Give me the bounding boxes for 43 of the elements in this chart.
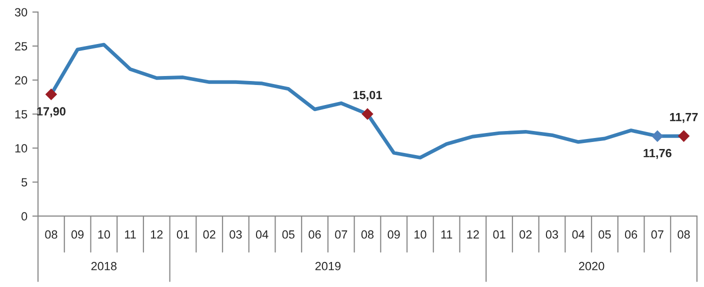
data-label: 17,90 bbox=[37, 107, 66, 118]
text: 2018 bbox=[91, 262, 117, 270]
x-tick-label: 05 bbox=[598, 230, 611, 239]
point bbox=[678, 130, 690, 142]
x-tick-label: 08 bbox=[678, 230, 690, 239]
y-tick-label: 25 bbox=[15, 42, 28, 50]
x-tick-label: 04 bbox=[572, 230, 585, 239]
x-tick-label: 11 bbox=[125, 230, 136, 239]
y-tick-label: 5 bbox=[22, 178, 28, 186]
x-tick-label: 07 bbox=[335, 230, 348, 239]
x-tick-label: 12 bbox=[467, 230, 479, 239]
y-tick-label: 15 bbox=[15, 110, 28, 118]
y-tick-label: 30 bbox=[14, 8, 28, 16]
x-tick-label: 03 bbox=[546, 230, 558, 239]
x-tick-label: 10 bbox=[414, 230, 426, 239]
point bbox=[652, 130, 664, 142]
y-tick-label: 10 bbox=[15, 144, 28, 152]
x-tick-label: 08 bbox=[361, 230, 374, 239]
x-tick-label: 04 bbox=[256, 230, 268, 239]
x-tick-label: 06 bbox=[624, 230, 638, 239]
x-tick-label: 09 bbox=[388, 230, 400, 239]
point bbox=[45, 88, 58, 100]
x-tick-label: 12 bbox=[150, 230, 163, 239]
x-tick-label: 06 bbox=[308, 230, 321, 239]
x-tick-label: 10 bbox=[98, 230, 110, 239]
x-tick-label: 11 bbox=[441, 230, 452, 239]
data-label: 15,01 bbox=[353, 90, 382, 101]
y-tick-label: 20 bbox=[15, 76, 28, 84]
x-tick-label: 01 bbox=[493, 230, 506, 239]
x-tick-label: 09 bbox=[71, 230, 84, 239]
text: 2019 bbox=[315, 262, 341, 270]
data-label: 11,77 bbox=[670, 112, 698, 123]
x-tick-label: 01 bbox=[176, 230, 189, 239]
x-tick-label: 02 bbox=[520, 230, 532, 239]
x-tick-label: 08 bbox=[45, 230, 58, 239]
x-tick-label: 07 bbox=[651, 230, 664, 239]
y-tick-label: 0 bbox=[21, 212, 28, 221]
x-tick-label: 02 bbox=[203, 230, 216, 239]
text: 2020 bbox=[578, 262, 604, 270]
x-tick-label: 03 bbox=[230, 230, 242, 239]
data-label: 11,76 bbox=[644, 148, 672, 160]
point bbox=[362, 108, 374, 120]
x-tick-label: 05 bbox=[282, 230, 294, 239]
